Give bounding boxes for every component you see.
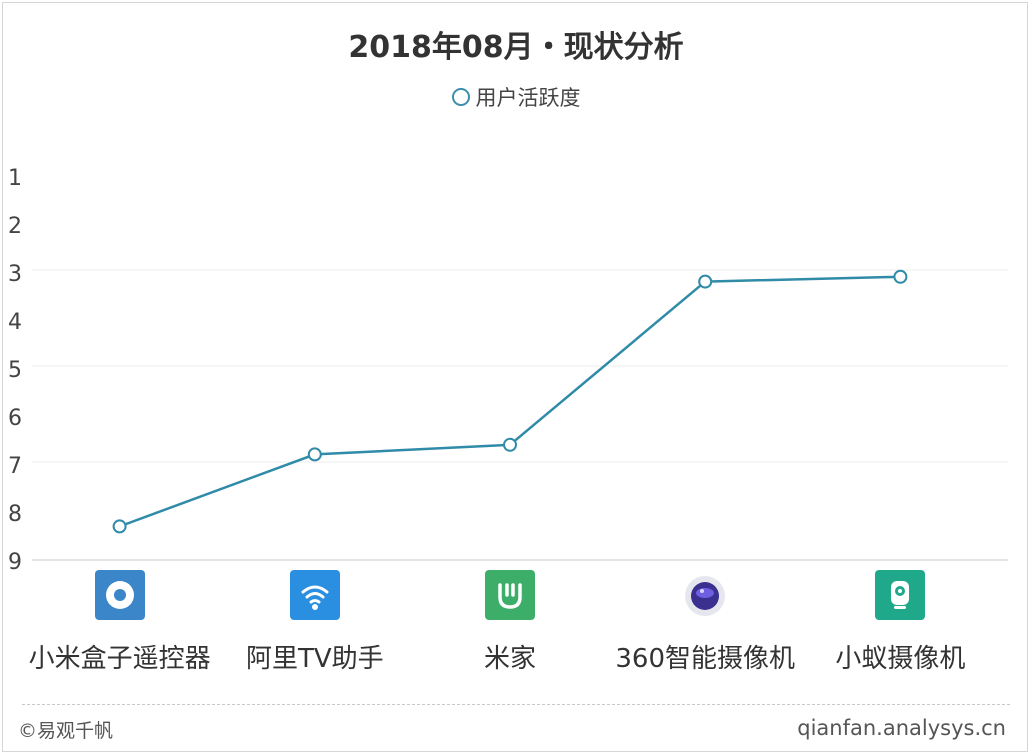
legend[interactable]: 用户活跃度 [0, 82, 1032, 112]
legend-label: 用户活跃度 [475, 86, 581, 110]
category-label: 小米盒子遥控器 [28, 644, 211, 674]
y-tick-label: 4 [8, 310, 22, 335]
legend-marker-icon [451, 88, 470, 106]
data-point[interactable] [698, 274, 713, 289]
y-tick-label: 7 [8, 454, 22, 479]
data-point[interactable] [307, 447, 322, 462]
category-label: 阿里TV助手 [245, 644, 384, 674]
wifi-tv-icon [289, 570, 340, 620]
data-point[interactable] [503, 437, 517, 452]
category-item: 阿里TV助手 [215, 570, 415, 675]
y-tick-label: 9 [8, 550, 22, 575]
chart-title: 2018年08月・现状分析 [348, 30, 684, 65]
y-tick-label: 1 [8, 166, 22, 191]
category-item: 小米盒子遥控器 [20, 570, 220, 675]
category-label: 小蚁摄像机 [835, 644, 966, 674]
category-item: 小蚁摄像机 [800, 570, 1000, 675]
category-item: 360智能摄像机 [605, 570, 805, 675]
y-tick-label: 2 [8, 214, 22, 239]
data-point[interactable] [893, 269, 908, 284]
y-tick-label: 8 [8, 502, 22, 527]
remote-icon [94, 570, 145, 620]
yi-camera-icon [875, 570, 926, 620]
y-tick-label: 3 [8, 262, 22, 287]
mijia-icon [485, 570, 535, 620]
category-label: 360智能摄像机 [615, 644, 795, 674]
footer-divider [22, 704, 1010, 705]
data-point[interactable] [112, 519, 127, 534]
y-tick-label: 6 [8, 406, 22, 431]
camera-360-icon [680, 570, 731, 620]
series-line [119, 275, 901, 528]
footer-copyright: ©易观千帆 [18, 720, 114, 742]
y-tick-label: 5 [8, 358, 22, 383]
footer-url[interactable]: qianfan.analysys.cn [797, 716, 1006, 740]
category-label: 米家 [483, 644, 536, 674]
category-item: 米家 [410, 570, 610, 675]
